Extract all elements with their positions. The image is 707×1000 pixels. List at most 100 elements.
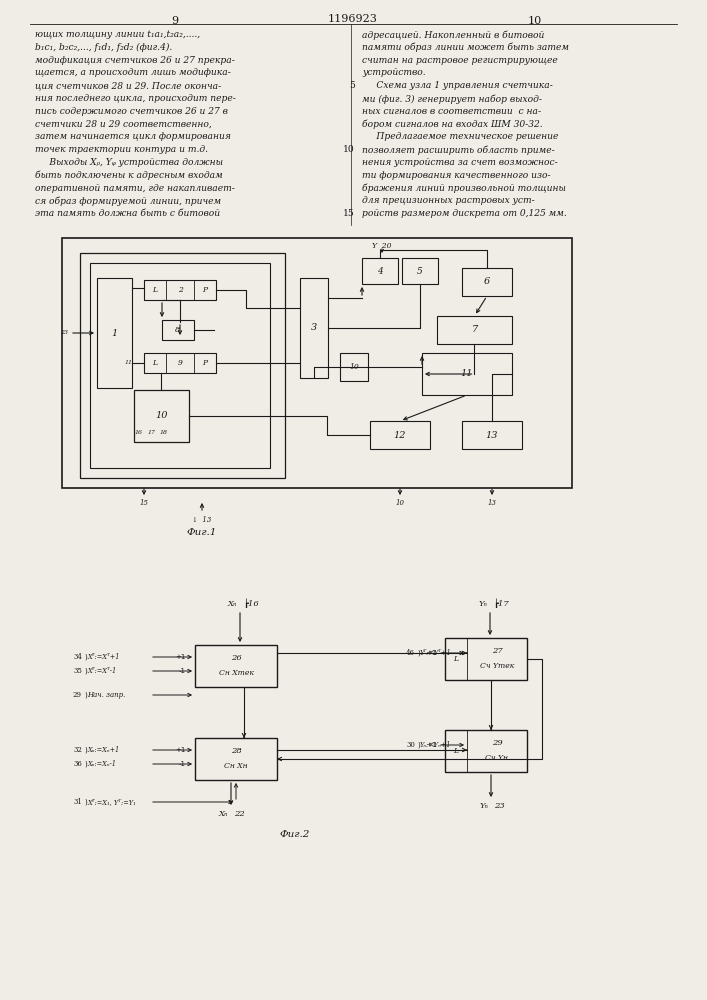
Text: 30: 30 <box>406 741 415 749</box>
Text: Сн Xн: Сн Xн <box>224 762 248 770</box>
Bar <box>462 421 522 449</box>
Text: ): ) <box>84 799 87 805</box>
Text: счетчики 28 и 29 соответственно,: счетчики 28 и 29 соответственно, <box>35 120 212 129</box>
Text: эта память должна быть с битовой: эта память должна быть с битовой <box>35 209 220 218</box>
Text: 35: 35 <box>73 667 82 675</box>
Text: 15: 15 <box>344 209 355 218</box>
Text: пись содержимого счетчиков 26 и 27 в: пись содержимого счетчиков 26 и 27 в <box>35 107 228 116</box>
Text: 1: 1 <box>112 328 117 338</box>
Text: b₁c₁, b₂c₂,..., f₁d₁, f₂d₂ (фиг.4).: b₁c₁, b₂c₂,..., f₁d₁, f₂d₂ (фиг.4). <box>35 43 173 52</box>
Text: бражения линий произвольной толщины: бражения линий произвольной толщины <box>362 184 566 193</box>
Text: L: L <box>453 747 459 755</box>
Text: 15: 15 <box>139 499 148 507</box>
Text: P: P <box>202 359 208 367</box>
Bar <box>445 638 527 680</box>
Text: Xᵀ:=X₁, Yᵀ:=Y₁: Xᵀ:=X₁, Yᵀ:=Y₁ <box>87 798 136 806</box>
Text: бором сигналов на входах ШМ 30-32.: бором сигналов на входах ШМ 30-32. <box>362 120 543 129</box>
Text: Yᵀ:=Yᵀ+1: Yᵀ:=Yᵀ+1 <box>420 649 452 657</box>
Bar <box>437 316 512 344</box>
Bar <box>340 353 368 381</box>
Text: 10: 10 <box>344 145 355 154</box>
Text: 29: 29 <box>491 739 503 747</box>
Text: ся образ формируемой линии, причем: ся образ формируемой линии, причем <box>35 196 221 206</box>
Text: ти формирования качественного изо-: ти формирования качественного изо- <box>362 171 551 180</box>
Text: 4: 4 <box>377 266 383 275</box>
Text: 22: 22 <box>234 810 245 818</box>
Text: -1: -1 <box>179 761 186 767</box>
Text: Сч Yтек: Сч Yтек <box>480 662 514 670</box>
Text: 5: 5 <box>349 81 355 90</box>
Text: Сн Xтек: Сн Xтек <box>218 669 253 677</box>
Text: ных сигналов в соответствии  с на-: ных сигналов в соответствии с на- <box>362 107 541 116</box>
Text: P: P <box>202 286 208 294</box>
Text: 8: 8 <box>175 326 181 334</box>
Text: 26: 26 <box>230 654 241 662</box>
Text: 13: 13 <box>488 499 496 507</box>
Text: Y  20: Y 20 <box>373 242 392 250</box>
Text: 12: 12 <box>394 430 407 440</box>
Text: для прецизионных растровых уст-: для прецизионных растровых уст- <box>362 196 534 205</box>
Bar <box>97 278 132 388</box>
Bar <box>370 421 430 449</box>
Text: точек траектории контура и т.д.: точек траектории контура и т.д. <box>35 145 208 154</box>
Text: 34: 34 <box>73 653 82 661</box>
Text: ройств размером дискрета от 0,125 мм.: ройств размером дискрета от 0,125 мм. <box>362 209 567 218</box>
Text: устройство.: устройство. <box>362 68 426 77</box>
Text: 6: 6 <box>484 277 490 286</box>
Text: 31: 31 <box>73 798 82 806</box>
Text: Xᵀ:=Xᵀ-1: Xᵀ:=Xᵀ-1 <box>87 667 116 675</box>
Bar <box>300 278 328 378</box>
Bar <box>90 263 270 468</box>
Text: Схема узла 1 управления счетчика-: Схема узла 1 управления счетчика- <box>362 81 553 90</box>
Text: Сч Yн: Сч Yн <box>486 754 508 762</box>
Text: памяти образ линии может быть затем: памяти образ линии может быть затем <box>362 43 569 52</box>
Text: 11: 11 <box>461 369 473 378</box>
Text: 32: 32 <box>73 746 82 754</box>
Text: ↓  13: ↓ 13 <box>192 516 211 524</box>
Bar <box>462 268 512 296</box>
Text: 7: 7 <box>472 326 478 334</box>
Text: 16: 16 <box>135 430 143 434</box>
Bar <box>144 280 216 300</box>
Text: 11: 11 <box>125 360 133 365</box>
Text: 46: 46 <box>406 649 415 657</box>
Text: Xₙ:=Xₙ+1: Xₙ:=Xₙ+1 <box>87 746 119 754</box>
Text: ): ) <box>84 654 87 660</box>
Text: ция счетчиков 28 и 29. После оконча-: ция счетчиков 28 и 29. После оконча- <box>35 81 221 90</box>
Text: нения устройства за счет возможнос-: нения устройства за счет возможнос- <box>362 158 558 167</box>
Text: 36: 36 <box>73 760 82 768</box>
Text: ): ) <box>84 692 87 698</box>
Text: ): ) <box>84 747 87 753</box>
Bar <box>362 258 398 284</box>
Text: 13: 13 <box>486 430 498 440</box>
Text: Yₙ: Yₙ <box>479 802 488 810</box>
Text: Xₙ: Xₙ <box>218 810 228 818</box>
Text: -1: -1 <box>179 668 186 674</box>
Text: Предлагаемое техническое решение: Предлагаемое техническое решение <box>362 132 559 141</box>
Text: 9: 9 <box>177 359 182 367</box>
Text: 10: 10 <box>156 412 168 420</box>
Text: 17: 17 <box>148 430 156 434</box>
Text: Xₙ:=Xₙ-1: Xₙ:=Xₙ-1 <box>87 760 116 768</box>
Text: Xₙ: Xₙ <box>228 600 237 608</box>
Text: 18: 18 <box>160 430 168 434</box>
Text: Нач. запр.: Нач. запр. <box>87 691 125 699</box>
Text: быть подключены к адресным входам: быть подключены к адресным входам <box>35 171 223 180</box>
Text: ): ) <box>84 761 87 767</box>
Text: 29: 29 <box>73 691 82 699</box>
Text: затем начинается цикл формирования: затем начинается цикл формирования <box>35 132 231 141</box>
Text: 1196923: 1196923 <box>328 14 378 24</box>
Text: Yₙ:=Yₙ+1: Yₙ:=Yₙ+1 <box>420 741 452 749</box>
Bar <box>445 730 527 772</box>
Bar <box>80 253 285 478</box>
Text: +1: +1 <box>426 742 437 748</box>
Text: Фиг.1: Фиг.1 <box>187 528 217 537</box>
Text: L: L <box>153 286 158 294</box>
Text: 3: 3 <box>311 324 317 332</box>
Text: +1: +1 <box>175 654 186 660</box>
Text: ┢16: ┢16 <box>243 598 259 608</box>
Text: +1: +1 <box>426 650 437 656</box>
Text: Фиг.2: Фиг.2 <box>280 830 310 839</box>
Text: 23: 23 <box>494 802 505 810</box>
Text: +1: +1 <box>175 747 186 753</box>
